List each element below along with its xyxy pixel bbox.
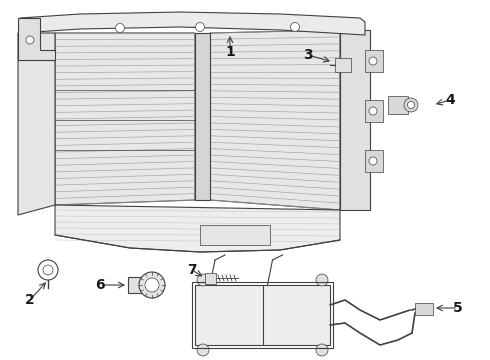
Circle shape <box>316 344 328 356</box>
Circle shape <box>316 274 328 286</box>
Polygon shape <box>20 12 365 35</box>
Circle shape <box>116 23 124 32</box>
Circle shape <box>145 278 159 292</box>
Text: 3: 3 <box>303 48 313 62</box>
Text: 7: 7 <box>187 263 197 277</box>
Circle shape <box>369 157 377 165</box>
Circle shape <box>197 274 209 286</box>
Circle shape <box>196 23 204 32</box>
Circle shape <box>404 98 418 112</box>
FancyBboxPatch shape <box>205 273 216 284</box>
Text: 5: 5 <box>453 301 463 315</box>
FancyBboxPatch shape <box>200 225 270 245</box>
FancyBboxPatch shape <box>388 96 408 114</box>
Circle shape <box>139 272 165 298</box>
Polygon shape <box>18 18 55 60</box>
FancyBboxPatch shape <box>365 150 383 172</box>
Circle shape <box>197 344 209 356</box>
FancyBboxPatch shape <box>128 277 144 293</box>
FancyBboxPatch shape <box>335 58 351 72</box>
Circle shape <box>43 265 53 275</box>
Text: 2: 2 <box>25 293 35 307</box>
Circle shape <box>291 23 299 32</box>
Circle shape <box>38 260 58 280</box>
Polygon shape <box>340 30 370 210</box>
Text: 6: 6 <box>95 278 105 292</box>
Polygon shape <box>55 33 195 205</box>
Polygon shape <box>210 30 340 210</box>
Circle shape <box>369 57 377 65</box>
Polygon shape <box>195 33 210 200</box>
FancyBboxPatch shape <box>365 100 383 122</box>
Text: 4: 4 <box>445 93 455 107</box>
FancyBboxPatch shape <box>365 50 383 72</box>
Circle shape <box>26 36 34 44</box>
Text: 1: 1 <box>225 45 235 59</box>
FancyBboxPatch shape <box>195 285 330 345</box>
Polygon shape <box>55 205 340 252</box>
FancyBboxPatch shape <box>415 303 433 315</box>
Circle shape <box>369 107 377 115</box>
Polygon shape <box>18 33 55 215</box>
Circle shape <box>408 102 415 108</box>
